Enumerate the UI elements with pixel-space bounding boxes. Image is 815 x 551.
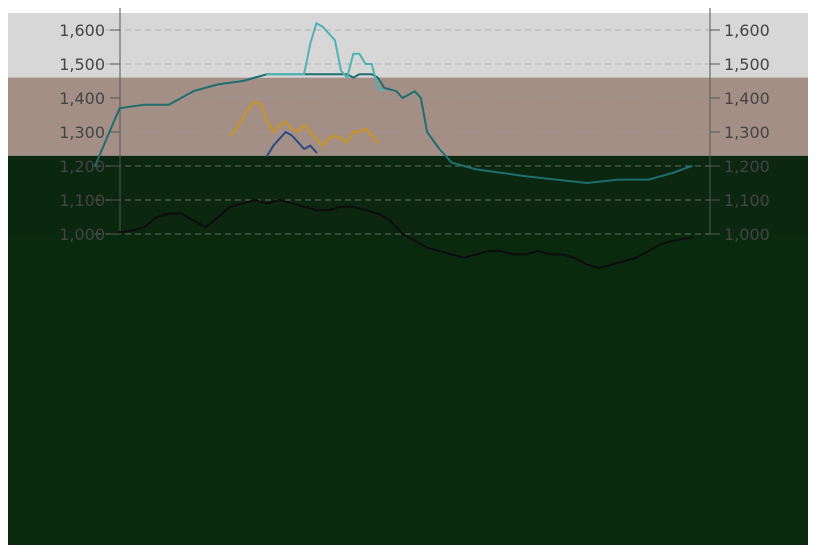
background-bands [8, 13, 808, 545]
y-tick-label-right: 1,200 [724, 157, 770, 176]
y-tick-label-right: 1,600 [724, 21, 770, 40]
y-tick-label-left: 1,200 [59, 157, 105, 176]
y-tick-label-right: 1,500 [724, 55, 770, 74]
series-line-3 [266, 131, 318, 157]
y-tick-label-right: 1,300 [724, 123, 770, 142]
series-line-0 [94, 73, 693, 184]
y-tick-label-left: 1,400 [59, 89, 105, 108]
background-band-1 [8, 77, 808, 156]
background-band-2 [8, 155, 808, 234]
gridlines [95, 29, 710, 235]
y-tick-label-left: 1,100 [59, 191, 105, 210]
y-tick-label-right: 1,400 [724, 89, 770, 108]
tick-labels: 1,000 1,000 1,100 1,100 1,200 1,200 1,300 1,300… [59, 21, 770, 244]
series-line-2 [229, 100, 379, 147]
y-tick-label-right: 1,100 [724, 191, 770, 210]
axes [110, 8, 720, 235]
y-tick-label-left: 1,500 [59, 55, 105, 74]
y-tick-label-left: 1,600 [59, 21, 105, 40]
background-band-lower [8, 234, 808, 545]
series-line-4 [118, 199, 693, 269]
series-group [94, 22, 693, 269]
background-band-0 [8, 13, 808, 78]
y-tick-label-left: 1,000 [59, 225, 105, 244]
y-tick-label-right: 1,000 [724, 225, 770, 244]
series-line-1 [266, 22, 386, 93]
y-tick-label-left: 1,300 [59, 123, 105, 142]
